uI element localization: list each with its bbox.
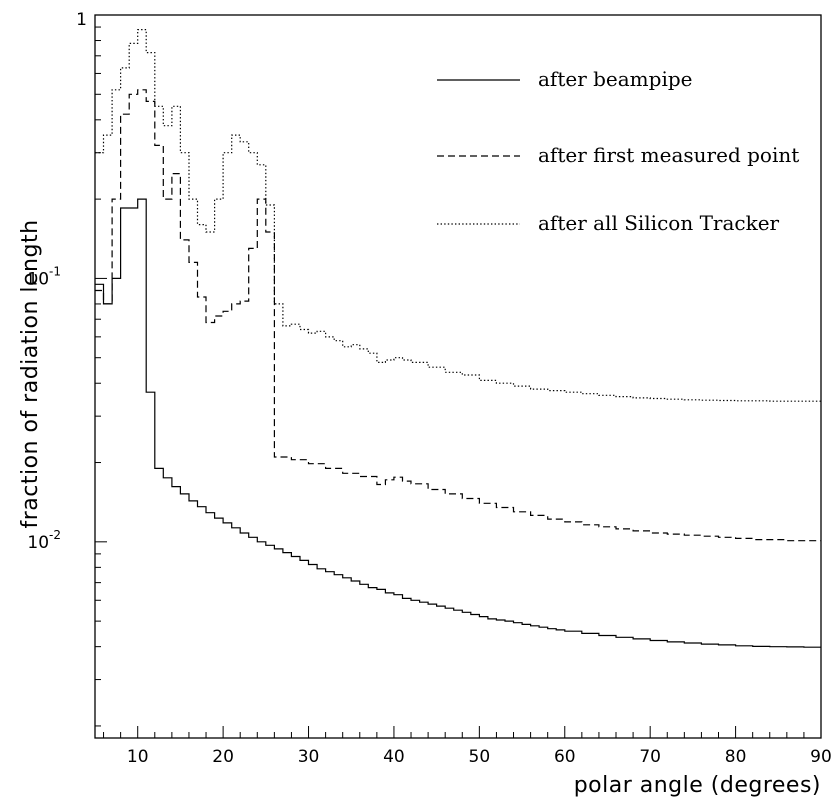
legend-label: after first measured point bbox=[538, 143, 799, 167]
x-tick-label: 40 bbox=[383, 747, 405, 767]
y-tick-label: 1 bbox=[76, 10, 87, 30]
x-tick-label: 90 bbox=[810, 747, 832, 767]
legend-label: after beampipe bbox=[538, 67, 692, 91]
y-tick-label: 10-1 bbox=[27, 264, 61, 289]
x-tick-labels: 10 20 30 40 50 60 70 80 90 bbox=[127, 747, 832, 767]
legend-label: after all Silicon Tracker bbox=[538, 211, 780, 235]
x-tick-label: 50 bbox=[469, 747, 491, 767]
y-tick-labels: 1 10-1 10-2 bbox=[27, 10, 87, 553]
x-axis-title: polar angle (degrees) bbox=[574, 773, 821, 798]
x-tick-label: 60 bbox=[554, 747, 576, 767]
series-line bbox=[95, 198, 821, 648]
x-tick-label: 70 bbox=[639, 747, 661, 767]
series-line bbox=[95, 29, 821, 402]
x-tick-label: 30 bbox=[298, 747, 320, 767]
x-tick-label: 20 bbox=[212, 747, 234, 767]
plot-frame bbox=[94, 14, 822, 739]
x-tick-label: 10 bbox=[127, 747, 149, 767]
y-minor-ticks bbox=[95, 14, 107, 727]
x-minor-ticks bbox=[103, 726, 822, 738]
y-axis-title: fraction of radiation length bbox=[18, 219, 43, 528]
x-tick-label: 80 bbox=[725, 747, 747, 767]
series-layer bbox=[95, 29, 821, 648]
legend: after beampipe after first measured point… bbox=[437, 67, 799, 235]
series-line bbox=[95, 89, 821, 542]
y-tick-label: 10-2 bbox=[27, 528, 61, 553]
